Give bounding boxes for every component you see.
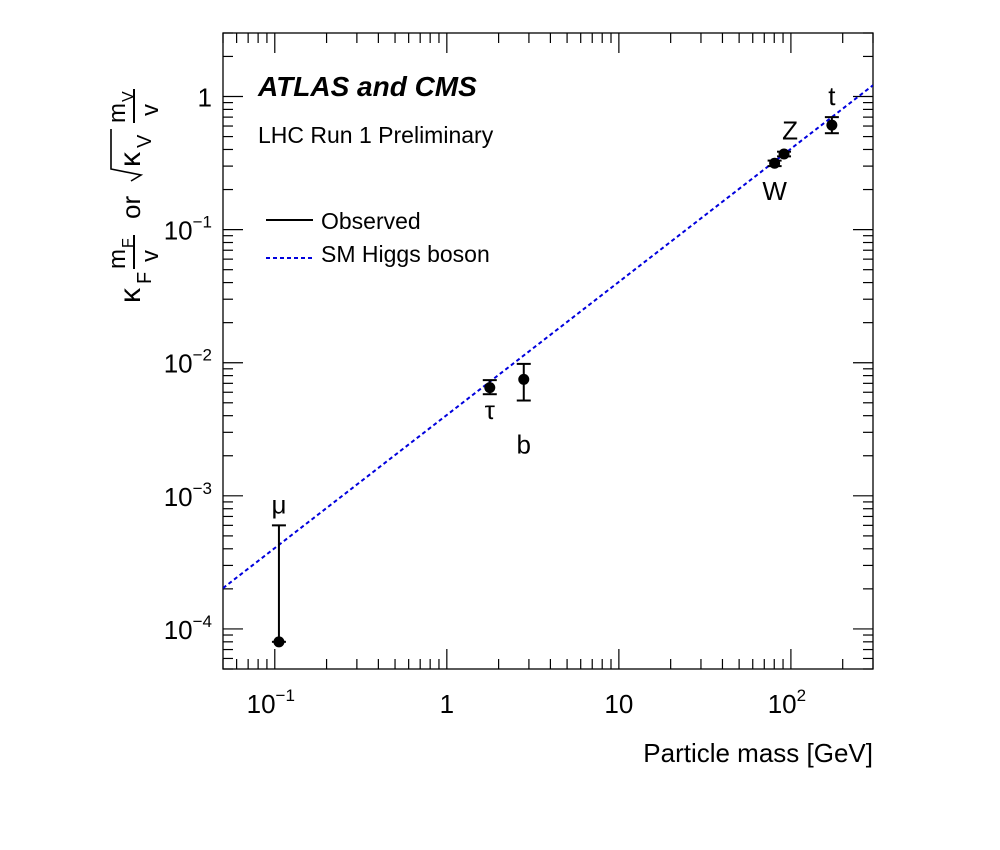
y-label-or: or	[116, 196, 146, 219]
y-tick-label: 10−4	[164, 612, 212, 645]
x-axis-label: Particle mass [GeV]	[643, 738, 873, 768]
y-label-v-v: v	[137, 104, 164, 116]
y-axis-label: κ F m F v or κ V m V v	[104, 89, 164, 303]
chart-title: ATLAS and CMS	[257, 71, 477, 102]
data-points: μ τb WZt	[271, 81, 839, 648]
y-tick-labels: 10−4 10−3 10−2 10−1 1	[164, 83, 212, 645]
data-point	[484, 382, 496, 394]
data-point	[769, 157, 781, 169]
x-tick-label: 102	[768, 686, 806, 719]
data-point	[273, 636, 285, 648]
y-tick-label: 1	[198, 83, 212, 113]
particle-label: Z	[782, 116, 798, 146]
y-label-kappa-f-sub: F	[134, 272, 156, 284]
legend: Observed SM Higgs boson	[266, 208, 490, 267]
legend-sm-label: SM Higgs boson	[321, 241, 490, 267]
y-label-sqrt-sign	[110, 129, 144, 182]
particle-label: t	[828, 81, 836, 111]
y-label-kappa-v-sub: V	[134, 134, 156, 148]
legend-observed-label: Observed	[321, 208, 421, 234]
y-tick-label: 10−3	[164, 479, 212, 512]
y-label-kappa-f: κ	[114, 287, 147, 303]
y-label-v-f: v	[137, 250, 164, 262]
particle-label: b	[517, 430, 531, 460]
y-tick-label: 10−2	[164, 346, 212, 379]
data-point	[778, 148, 790, 160]
axis-ticks	[222, 32, 874, 670]
data-point	[518, 373, 530, 385]
x-tick-label: 10−1	[247, 686, 295, 719]
particle-label: μ	[271, 489, 286, 519]
particle-label: W	[762, 176, 787, 206]
x-tick-label: 1	[440, 689, 454, 719]
y-label-kappa-v: κ	[114, 151, 147, 167]
y-label-mf-sub: F	[120, 238, 137, 248]
plot-frame	[222, 32, 874, 670]
data-point	[826, 119, 838, 131]
y-label-mv: m	[104, 103, 131, 123]
chart-subtitle: LHC Run 1 Preliminary	[258, 122, 494, 148]
particle-label: τ	[485, 395, 496, 425]
y-label-mv-sub: V	[120, 91, 137, 102]
y-tick-label: 10−1	[164, 213, 212, 246]
x-tick-labels: 10−1 1 10 102	[247, 686, 806, 719]
x-tick-label: 10	[604, 689, 633, 719]
y-label-mf: m	[104, 249, 131, 269]
sm-higgs-line	[223, 84, 873, 589]
